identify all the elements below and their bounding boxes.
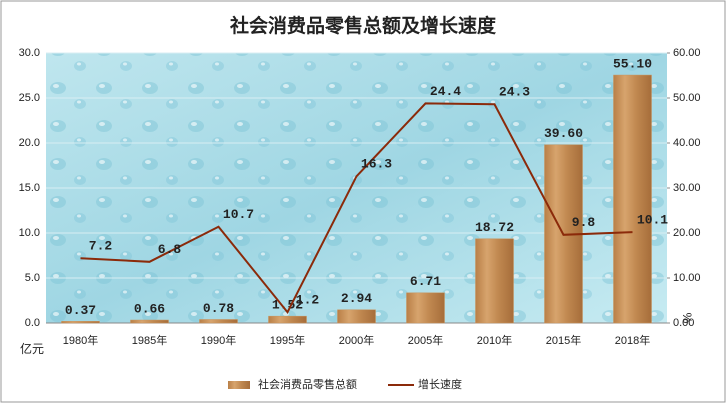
bar <box>337 309 376 324</box>
y-axis-label: 亿元 <box>20 341 44 356</box>
bar <box>61 321 100 324</box>
bar <box>406 292 445 324</box>
bar-value-label: 0.78 <box>203 301 234 316</box>
legend-swatch <box>228 381 250 389</box>
x-tick-label: 1980年 <box>63 333 98 347</box>
y-tick-label: 10.0 <box>19 227 40 239</box>
x-tick-label: 2005年 <box>408 333 443 347</box>
line <box>80 102 633 315</box>
y-tick-label: 5.0 <box>25 272 40 284</box>
line-value-label: 6.8 <box>158 242 182 257</box>
y2-tick-label: 10.00 <box>673 272 701 284</box>
bar-value-label: 6.71 <box>410 274 441 289</box>
x-tick-label: 2015年 <box>546 333 581 347</box>
x-tick-label: 1990年 <box>201 333 236 347</box>
line-value-label: 24.4 <box>430 84 461 99</box>
y2-tick-label: 50.00 <box>673 92 701 104</box>
bar-value-label: 0.37 <box>65 303 96 318</box>
bar-value-label: 2.94 <box>341 291 372 306</box>
y-tick-label: 20.0 <box>19 137 40 149</box>
line-value-label: 10.1 <box>637 213 668 228</box>
x-tick-label: 2018年 <box>615 333 650 347</box>
y-tick-label: 30.0 <box>19 47 40 59</box>
y2-tick-label: 20.00 <box>673 227 701 239</box>
bar-value-label: 55.10 <box>613 56 652 71</box>
x-tick-label: 2010年 <box>477 333 512 347</box>
line-value-label: 10.7 <box>223 207 254 222</box>
y-tick-label: 25.0 <box>19 92 40 104</box>
y2-axis-label: % <box>680 313 694 324</box>
legend-label: 增长速度 <box>418 377 462 391</box>
line-value-label: 9.8 <box>572 215 596 230</box>
bar <box>475 238 514 324</box>
line-value-label: 24.3 <box>499 85 530 100</box>
y2-tick-label: 60.00 <box>673 47 701 59</box>
x-tick-label: 1995年 <box>270 333 305 347</box>
x-tick-label: 1985年 <box>132 333 167 347</box>
bar-value-label: 0.66 <box>134 301 165 316</box>
y-tick-label: 15.0 <box>19 182 40 194</box>
line-value-label: 1.2 <box>296 293 320 308</box>
y2-tick-label: 30.00 <box>673 182 701 194</box>
bar <box>199 319 238 324</box>
line-value-label: 16.3 <box>361 157 392 172</box>
bar <box>613 74 652 324</box>
chart-title: 社会消费品零售总额及增长速度 <box>229 14 497 37</box>
y-tick-label: 0.0 <box>25 317 40 329</box>
line-value-label: 7.2 <box>89 239 113 254</box>
y2-tick-label: 40.00 <box>673 137 701 149</box>
bar-value-label: 39.60 <box>544 126 583 141</box>
x-tick-label: 2000年 <box>339 333 374 347</box>
bar <box>130 319 169 324</box>
bar <box>268 315 307 324</box>
legend-label: 社会消费品零售总额 <box>258 377 357 391</box>
bar-value-label: 18.72 <box>475 220 514 235</box>
y2-tick-label: 0.00 <box>673 317 694 329</box>
